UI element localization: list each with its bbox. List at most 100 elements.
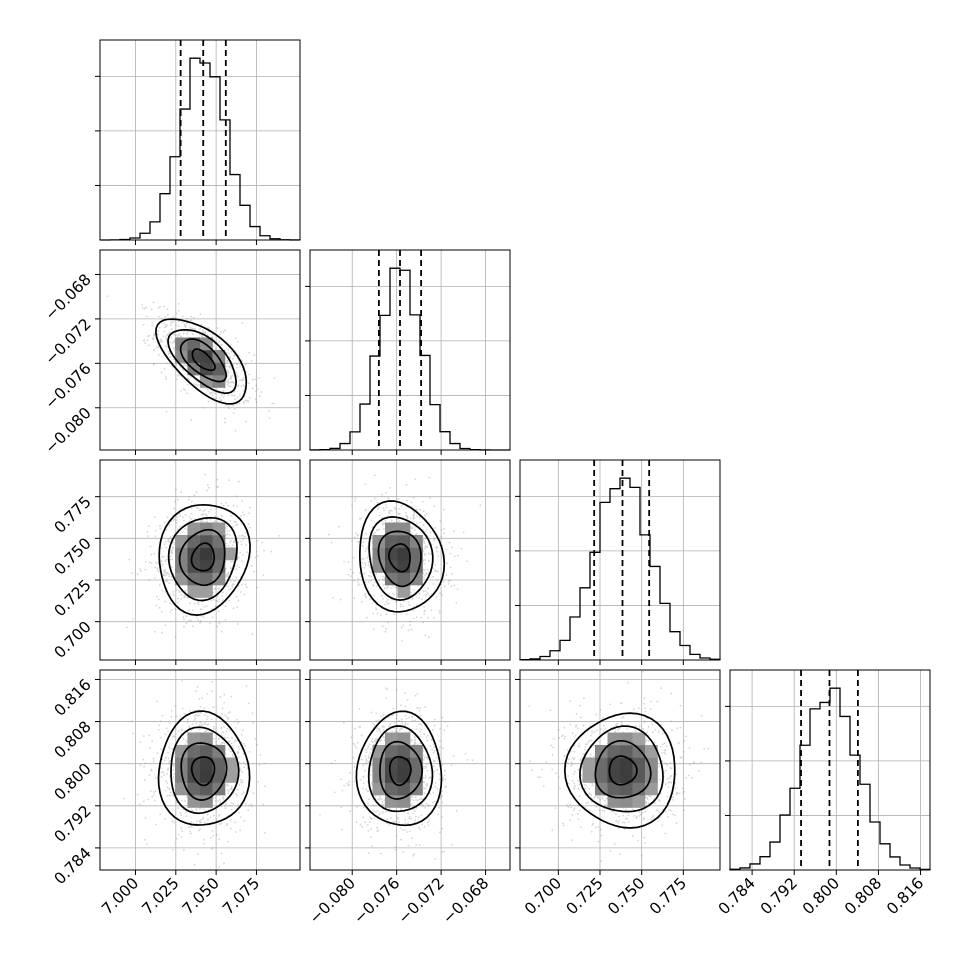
sample-point	[430, 739, 433, 742]
sample-point	[413, 739, 416, 742]
sample-point	[169, 602, 171, 605]
sample-point	[150, 769, 153, 772]
sample-point	[220, 343, 223, 346]
sample-point	[222, 390, 225, 393]
sample-point	[165, 571, 168, 574]
sample-point	[376, 501, 379, 504]
panel-2-1	[305, 459, 511, 665]
sample-point	[391, 598, 393, 601]
sample-point	[156, 752, 159, 754]
sample-point	[378, 514, 381, 517]
sample-point	[186, 377, 189, 379]
panel-frame	[519, 459, 721, 661]
sample-point	[421, 500, 424, 503]
sample-point	[365, 758, 367, 760]
sample-point	[143, 765, 146, 768]
sample-point	[209, 519, 212, 521]
sample-point	[364, 593, 367, 596]
sample-point	[166, 362, 169, 365]
sample-point	[186, 364, 188, 367]
contour-level-1	[191, 348, 216, 372]
sample-point	[351, 540, 353, 542]
sample-point	[357, 584, 360, 587]
sample-point	[398, 520, 401, 522]
sample-point	[364, 483, 367, 486]
sample-point	[206, 716, 209, 718]
sample-point	[424, 609, 426, 612]
sample-point	[164, 568, 167, 571]
contour-level-3	[167, 516, 238, 602]
sample-point	[164, 600, 167, 603]
sample-point	[161, 340, 164, 342]
sample-point	[172, 546, 175, 549]
sample-point	[230, 742, 233, 745]
contour-level-1	[190, 756, 216, 787]
sample-point	[225, 404, 228, 407]
sample-point	[423, 610, 426, 613]
sample-point	[353, 536, 356, 539]
sample-point	[184, 364, 187, 367]
sample-point	[171, 365, 173, 368]
sample-point	[354, 727, 356, 730]
sample-point	[262, 574, 265, 577]
sample-point	[368, 756, 371, 759]
sample-point	[346, 782, 349, 785]
sample-point	[436, 546, 439, 549]
sample-point	[194, 714, 197, 717]
sample-point	[430, 609, 433, 612]
sample-point	[367, 830, 370, 832]
sample-point	[199, 721, 201, 723]
sample-point	[367, 802, 369, 805]
sample-point	[425, 594, 427, 596]
sample-point	[244, 583, 247, 586]
sample-point	[242, 791, 245, 794]
sample-point	[439, 520, 442, 523]
sample-point	[132, 618, 134, 620]
sample-point	[218, 396, 221, 399]
sample-point	[388, 807, 391, 810]
sample-point	[211, 608, 214, 610]
sample-point	[423, 786, 425, 789]
sample-point	[169, 324, 172, 326]
density-cell	[397, 572, 411, 586]
sample-point	[199, 828, 201, 830]
sample-point	[430, 738, 433, 741]
sample-point	[365, 751, 367, 754]
sample-point	[143, 307, 146, 310]
sample-point	[158, 606, 161, 609]
sample-point	[183, 625, 185, 628]
sample-point	[251, 805, 253, 807]
sample-point	[175, 378, 178, 380]
sample-point	[214, 799, 217, 802]
y-tick-label: 0.725	[51, 576, 95, 620]
sample-point	[218, 340, 221, 342]
sample-point	[372, 601, 375, 604]
sample-point	[373, 594, 376, 597]
sample-point	[171, 849, 174, 851]
y-tick-label: −0.068	[42, 271, 95, 324]
sample-point	[264, 785, 266, 787]
sample-point	[182, 616, 185, 618]
sample-point	[204, 387, 207, 390]
sample-point	[199, 705, 202, 708]
sample-point	[193, 602, 196, 605]
sample-point	[170, 791, 172, 794]
sample-point	[420, 724, 423, 726]
sample-point	[222, 797, 225, 799]
sample-point	[410, 803, 413, 806]
sample-point	[186, 317, 188, 320]
sample-point	[426, 546, 428, 549]
sample-point	[408, 604, 411, 607]
sample-point	[369, 836, 372, 838]
sample-point	[252, 570, 255, 573]
sample-point	[240, 359, 243, 362]
sample-point	[373, 497, 376, 500]
sample-point	[591, 732, 593, 735]
sample-point	[432, 751, 435, 754]
sample-point	[152, 794, 155, 796]
sample-point	[352, 571, 355, 574]
sample-point	[226, 380, 228, 383]
contour-level-1	[388, 543, 411, 573]
sample-point	[426, 747, 428, 750]
